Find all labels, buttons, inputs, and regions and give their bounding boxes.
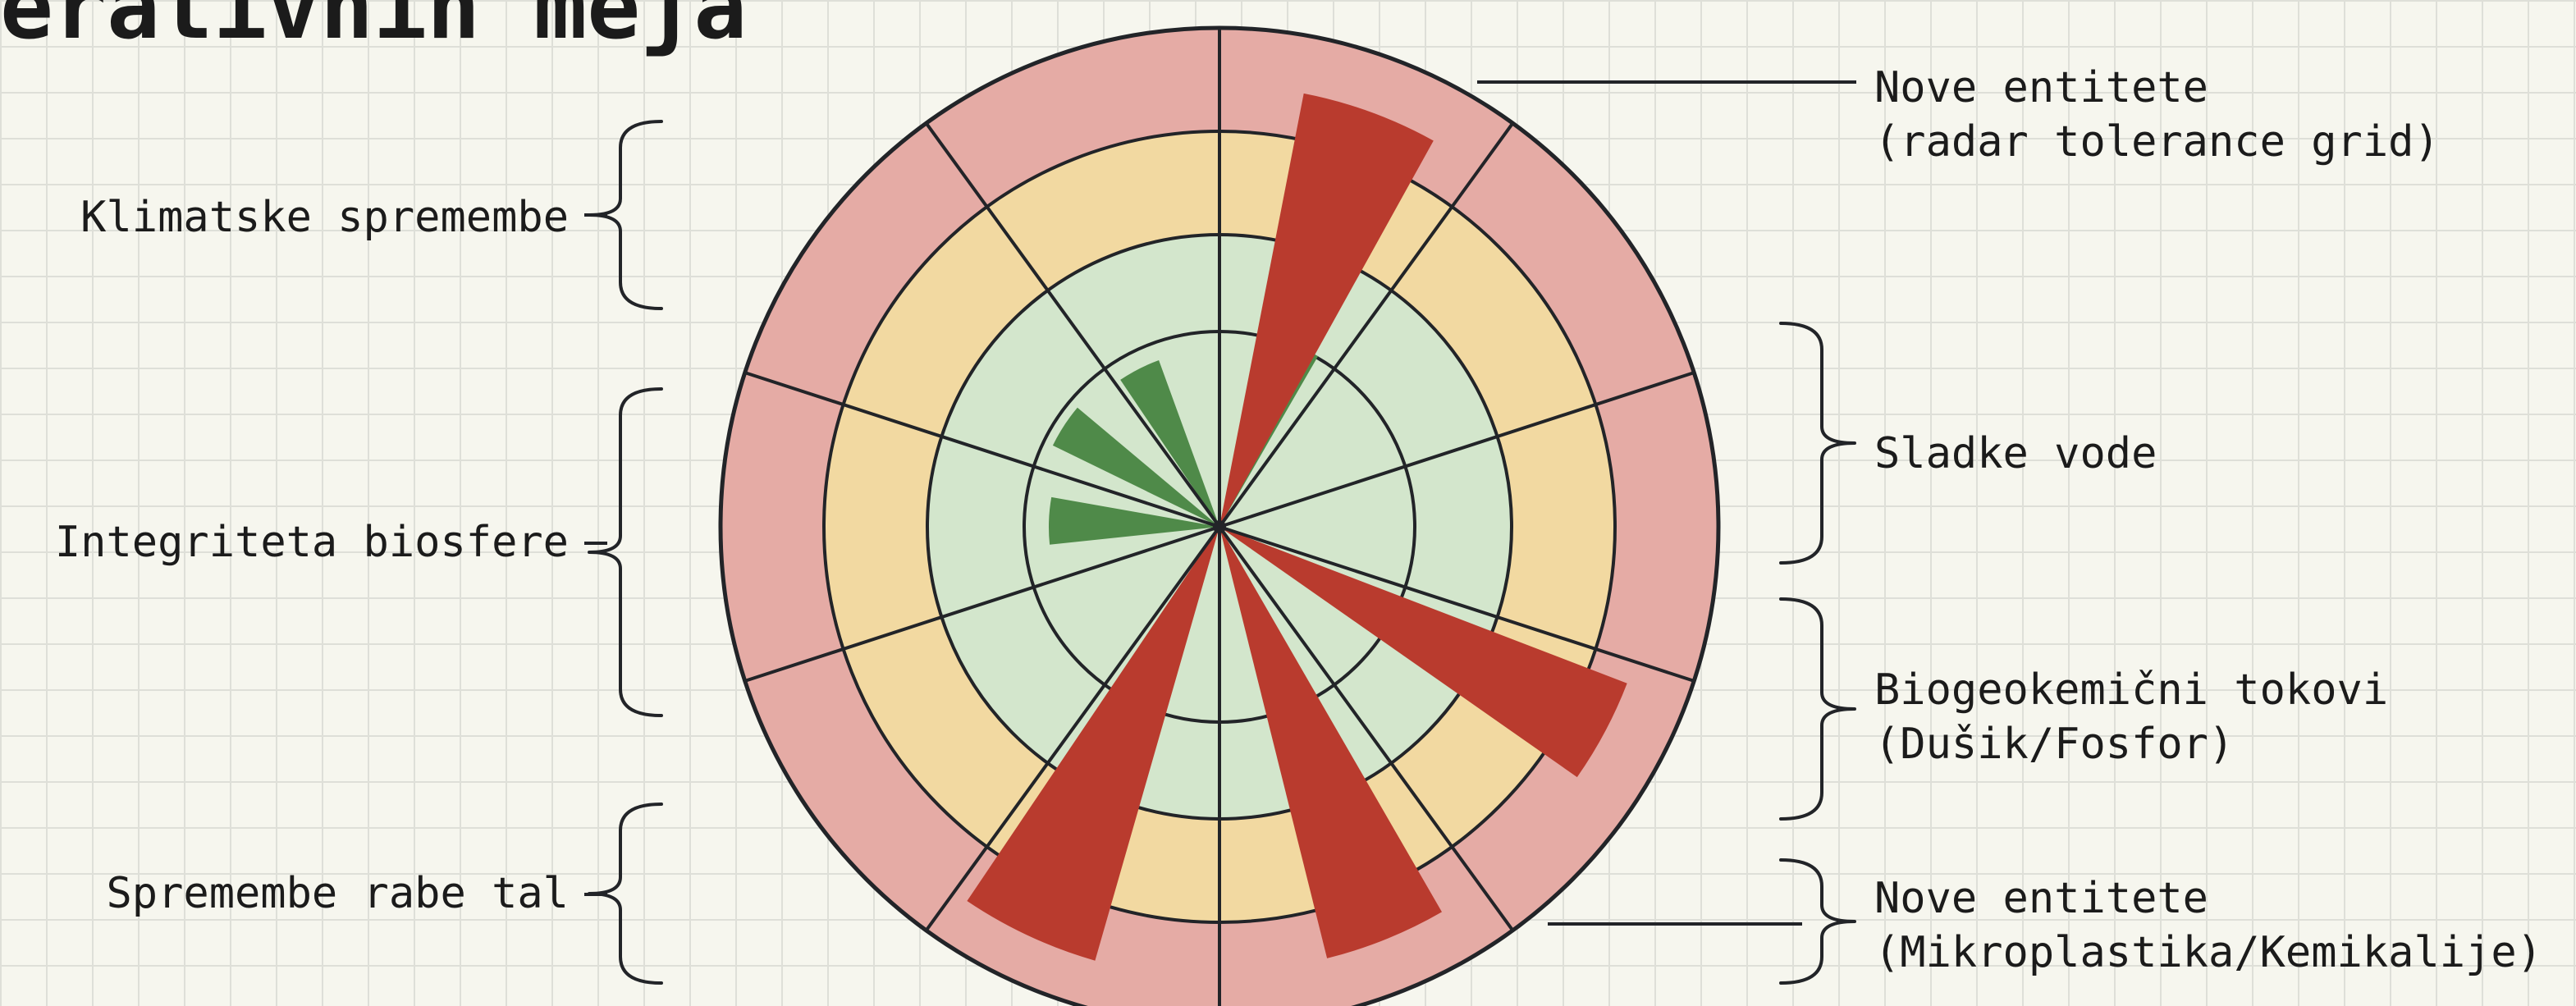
- label-klimatske-spremembe: Klimatske spremembe: [80, 193, 569, 242]
- label-nove-entitete-mikro: Nove entitete (Mikroplastika/Kemikalije): [1874, 871, 2542, 980]
- label-biogeokemicni-line2: (Dušik/Fosfor): [1874, 720, 2235, 769]
- exceeded-wedge-4: [1219, 93, 1434, 527]
- label-nove-entitete-radar-line2: (radar tolerance grid): [1874, 117, 2440, 167]
- exceeded-wedge-7: [967, 527, 1219, 961]
- safe-wedge-2: [1052, 407, 1219, 527]
- radial-line-1: [1218, 121, 1515, 528]
- label-nove-entitete-mikro-line2: (Mikroplastika/Kemikalije): [1874, 928, 2542, 977]
- bracket-integriteta: [588, 387, 663, 717]
- label-integriteta-biosfere: Integriteta biosfere: [54, 518, 569, 567]
- bracket-sladke-vode: [1779, 322, 1856, 565]
- radial-line-3: [1219, 525, 1695, 683]
- label-connectors: [584, 80, 1856, 985]
- bracket-biogeokemicni: [1779, 597, 1856, 821]
- radial-line-6: [924, 525, 1221, 932]
- radial-line-7: [744, 525, 1220, 683]
- center-dot: [1213, 520, 1226, 533]
- boundary-wedges: [967, 93, 1627, 961]
- radial-line-9: [924, 121, 1221, 528]
- safe-wedge-1: [1120, 360, 1219, 527]
- radial-line-8: [744, 371, 1220, 528]
- label-biogeokemicni-line1: Biogeokemični tokovi: [1874, 665, 2389, 715]
- exceeded-wedge-6: [1219, 527, 1442, 958]
- label-biogeokemicni-tokovi: Biogeokemični tokovi (Dušik/Fosfor): [1874, 663, 2388, 771]
- page-title: erativnih meja: [0, 0, 748, 59]
- label-sladke-vode: Sladke vode: [1874, 429, 2157, 478]
- safe-wedge-3: [1048, 496, 1219, 545]
- label-spremembe-rabe-tal: Spremembe rabe tal: [106, 869, 569, 918]
- exceeded-wedge-5: [1219, 527, 1627, 778]
- label-nove-entitete-radar-line1: Nove entitete: [1874, 63, 2208, 112]
- label-nove-entitete-radar: Nove entitete (radar tolerance grid): [1874, 61, 2440, 169]
- radial-line-2: [1219, 371, 1695, 528]
- label-nove-entitete-mikro-line1: Nove entitete: [1874, 874, 2208, 923]
- bracket-nove-entitete-mikro: [1779, 858, 1856, 985]
- radar-grid-lines: [744, 28, 1695, 1006]
- radial-line-4: [1218, 525, 1515, 932]
